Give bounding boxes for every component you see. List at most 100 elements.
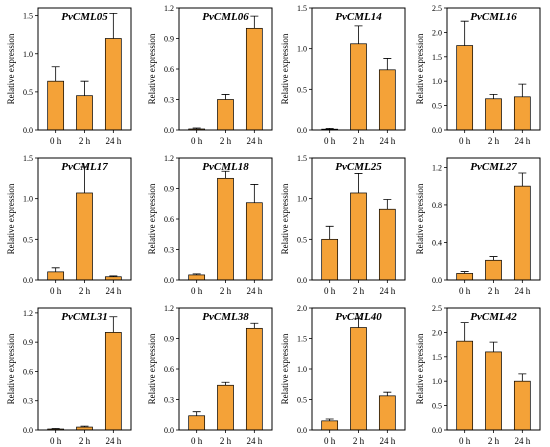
chart-4-panel: Relative expression 0.0 0.5 1.0 1.5 0 h 2 h 24 … xyxy=(6,154,132,296)
chart-4-title: PvCML17 xyxy=(61,161,108,173)
chart-0-bar-1 xyxy=(76,95,93,131)
chart-8-ytick-label: 0.9 xyxy=(23,338,33,347)
chart-0-panel: Relative expression 0.0 0.5 1.0 1.5 0 h 2 h 24 … xyxy=(6,7,132,146)
chart-10-ytick-label: 0.5 xyxy=(297,396,307,405)
chart-6-panel: Relative expression 0.0 0.5 1.0 1.5 0 h 2 h 24 … xyxy=(280,154,406,296)
chart-6-errorbar-2 xyxy=(383,199,392,210)
chart-2-ylabel: Relative expression xyxy=(280,33,290,104)
chart-4-ytick-label: 0.5 xyxy=(23,235,33,244)
chart-6-errorbar-1 xyxy=(354,173,363,193)
chart-10-xtick-label: 0 h xyxy=(324,436,336,446)
chart-5-xtick-label: 2 h xyxy=(220,286,232,296)
chart-5-errorbar-2 xyxy=(250,184,259,203)
chart-0-errorbar-2 xyxy=(109,12,118,39)
chart-7-bar-0 xyxy=(456,273,474,281)
chart-3-ytick-label: 0.0 xyxy=(432,126,442,135)
chart-10-frame xyxy=(311,307,406,431)
chart-8-errorbar-1 xyxy=(80,425,89,428)
chart-3-xtick-label: 0 h xyxy=(459,136,471,146)
chart-0-bar-0 xyxy=(47,80,65,131)
chart-9-ytick-label: 1.2 xyxy=(164,304,174,313)
chart-2-title: PvCML14 xyxy=(335,11,382,23)
chart-8-ytick-label: 0.3 xyxy=(23,397,33,406)
chart-6-ytick-label: 0.0 xyxy=(297,276,307,285)
chart-8-panel: Relative expression 0.0 0.3 0.6 0.9 1.2 0 h 2 h… xyxy=(6,307,132,446)
chart-11-errorbar-1 xyxy=(489,341,498,352)
chart-5-frame xyxy=(178,157,273,281)
chart-9-panel: Relative expression 0.0 0.3 0.6 0.9 1.2 0 h 2 h… xyxy=(147,304,273,446)
chart-8-title: PvCML31 xyxy=(61,311,107,323)
chart-0-xtick-label: 0 h xyxy=(50,136,62,146)
chart-1-bar-1 xyxy=(217,99,234,131)
chart-3-bar-0 xyxy=(456,45,474,131)
chart-3-frame xyxy=(446,7,541,131)
chart-1-frame xyxy=(178,7,273,131)
chart-8-ytick-label: 0.6 xyxy=(23,367,33,376)
chart-7-bar-1 xyxy=(485,259,502,281)
chart-11-xtick-label: 24 h xyxy=(514,436,530,446)
chart-1-ytick-label: 0.0 xyxy=(164,126,174,135)
chart-6-frame xyxy=(311,157,406,281)
chart-11-frame xyxy=(446,307,541,431)
chart-4-errorbar-2 xyxy=(109,275,118,277)
chart-2-xtick-label: 2 h xyxy=(353,136,365,146)
chart-3-bar-2 xyxy=(513,96,531,131)
chart-4-ytick-label: 0.0 xyxy=(23,276,33,285)
chart-6-errorbar-0 xyxy=(325,225,334,240)
chart-4-bar-1 xyxy=(76,192,93,281)
chart-8-xtick-label: 2 h xyxy=(79,436,91,446)
chart-10-xtick-label: 2 h xyxy=(353,436,365,446)
chart-5-xtick-label: 0 h xyxy=(191,286,203,296)
chart-1-title: PvCML06 xyxy=(202,11,249,23)
chart-5-title: PvCML18 xyxy=(202,161,249,173)
chart-9-title: PvCML38 xyxy=(202,311,249,323)
chart-9-frame xyxy=(178,307,273,431)
chart-7-ytick-label: 1.2 xyxy=(432,163,442,172)
chart-2-ytick-label: 0.5 xyxy=(297,85,307,94)
chart-0-bar-2 xyxy=(104,38,122,131)
chart-5-ylabel: Relative expression xyxy=(147,183,157,254)
chart-11-ytick-label: 0.0 xyxy=(432,426,442,435)
chart-4-errorbar-0 xyxy=(51,267,60,272)
chart-6-xtick-label: 0 h xyxy=(324,286,336,296)
chart-1-ytick-label: 0.3 xyxy=(164,96,174,105)
chart-4-frame xyxy=(37,157,132,281)
chart-2-bar-1 xyxy=(350,43,367,131)
chart-7-xtick-label: 0 h xyxy=(459,286,471,296)
chart-5-bar-0 xyxy=(188,274,206,281)
chart-10-bar-0 xyxy=(321,420,339,431)
chart-7-title: PvCML27 xyxy=(470,161,517,173)
chart-8-xtick-label: 0 h xyxy=(50,436,62,446)
chart-0-xtick-label: 2 h xyxy=(79,136,91,146)
chart-0-frame xyxy=(37,7,132,131)
chart-9-ytick-label: 0.9 xyxy=(164,335,174,344)
chart-7-ytick-label: 0.4 xyxy=(432,238,442,247)
chart-1-ylabel: Relative expression xyxy=(147,33,157,104)
chart-10-errorbar-1 xyxy=(354,317,363,328)
chart-4-errorbar-1 xyxy=(80,166,89,193)
chart-2-ytick-label: 1.0 xyxy=(297,45,307,54)
chart-6-xtick-label: 2 h xyxy=(353,286,365,296)
chart-5-panel: Relative expression 0.0 0.3 0.6 0.9 1.2 0 h 2 h… xyxy=(147,154,273,296)
chart-7-panel: Relative expression 0.0 0.4 0.8 1.2 0 h 2 h 24 … xyxy=(415,157,541,296)
chart-3-ytick-label: 1.0 xyxy=(432,77,442,86)
chart-4-ytick-label: 1.0 xyxy=(23,195,33,204)
chart-2-errorbar-0 xyxy=(325,127,334,130)
chart-4-bar-0 xyxy=(47,271,65,281)
chart-10-bar-2 xyxy=(378,395,396,431)
chart-1-xtick-label: 24 h xyxy=(246,136,262,146)
chart-7-errorbar-1 xyxy=(489,256,498,261)
chart-10-errorbar-0 xyxy=(325,418,334,421)
chart-10-ytick-label: 1.5 xyxy=(297,335,307,344)
chart-9-bar-0 xyxy=(188,415,206,431)
chart-11-title: PvCML42 xyxy=(470,311,517,323)
chart-1-ytick-label: 0.6 xyxy=(164,65,174,74)
chart-7-ylabel: Relative expression xyxy=(415,183,425,254)
chart-11-ytick-label: 1.0 xyxy=(432,377,442,386)
chart-9-xtick-label: 0 h xyxy=(191,436,203,446)
chart-9-bar-1 xyxy=(217,384,234,431)
chart-11-panel: Relative expression 0.0 0.5 1.0 1.5 2.0 2.5 0 h… xyxy=(415,304,541,446)
chart-1-errorbar-1 xyxy=(221,94,230,100)
chart-1-panel: Relative expression 0.0 0.3 0.6 0.9 1.2 0 h 2 h… xyxy=(147,4,273,146)
chart-6-bar-2 xyxy=(378,208,396,281)
